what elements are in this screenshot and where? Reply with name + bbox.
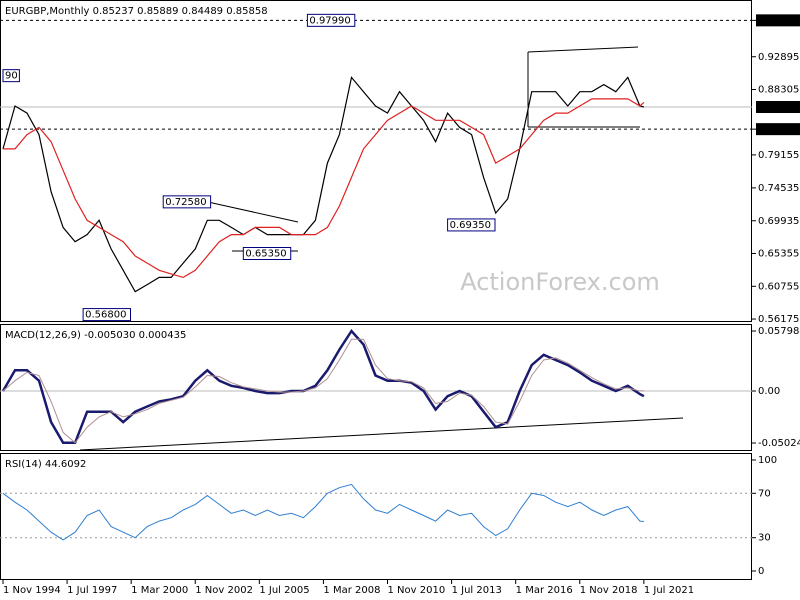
macd-support	[79, 417, 684, 451]
x-tick-label: 1 Jul 2021	[644, 585, 694, 596]
annotation-box	[306, 13, 356, 27]
x-tick-label: 1 Jul 2005	[259, 585, 309, 596]
y-tick-label: 100	[758, 455, 777, 466]
y-tick-label: 0.56175	[758, 314, 799, 325]
annotation-box	[162, 195, 212, 209]
y-tick-label: 30	[758, 533, 771, 544]
annotation-box	[2, 69, 20, 83]
annotation-label: 0.97990	[309, 15, 350, 26]
trend-lines	[79, 46, 684, 451]
annotation-box	[447, 218, 496, 232]
x-tick-label: 1 Jul 2013	[452, 585, 502, 596]
y-tick-label: 0.82760	[758, 124, 799, 135]
x-tick-label: 1 Jul 1997	[67, 585, 117, 596]
series-line	[1, 328, 645, 445]
panel-title: MACD(12,26,9) -0.005030 0.000435	[5, 330, 186, 341]
annotation-label: 0.72580	[165, 197, 206, 208]
y-tick-label: 0.74535	[758, 183, 799, 194]
y-tick-label: 0.65355	[758, 248, 799, 259]
x-tick-label: 1 Mar 2008	[323, 585, 380, 596]
x-tick-label: 1 Nov 2010	[388, 585, 446, 596]
triangle-upper	[207, 201, 299, 223]
y-tick-label: 0.92895	[758, 52, 799, 63]
y-tick-label: 0.00	[758, 386, 780, 397]
y-tick-label: -0.050241	[758, 438, 800, 449]
price-box	[756, 123, 800, 136]
annotation-label: 90	[5, 71, 18, 82]
price-box	[756, 101, 800, 114]
y-tick-label: 70	[758, 488, 771, 499]
y-tick-label: 0.88305	[758, 85, 799, 96]
x-tick-label: 1 Mar 2016	[516, 585, 573, 596]
y-tick-label: 0.60755	[758, 281, 799, 292]
rsi-frame	[0, 453, 752, 580]
y-tick-label: 0.69935	[758, 216, 799, 227]
panel-title: RSI(14) 44.6092	[5, 459, 86, 470]
x-tick-label: 1 Nov 2018	[580, 585, 638, 596]
price-frame	[0, 0, 752, 322]
price-box	[756, 14, 800, 27]
annotation-box	[82, 308, 132, 322]
series-line	[2, 338, 644, 444]
annotation-label: 0.56800	[85, 310, 126, 321]
series-line	[2, 76, 645, 293]
panel-title: EURGBP,Monthly 0.85237 0.85889 0.84489 0…	[5, 6, 268, 17]
annotation-label: 0.69350	[450, 220, 491, 231]
y-tick-label: 0.79155	[758, 150, 799, 161]
annotation-label: 0.65350	[245, 249, 286, 260]
annotation-box	[242, 247, 292, 260]
watermark: ActionForex.com	[460, 268, 660, 296]
x-tick-label: 1 Nov 2002	[195, 585, 253, 596]
y-tick-label: 0	[758, 566, 764, 577]
y-tick-label: 0.97990	[758, 15, 799, 26]
macd-frame	[0, 324, 752, 451]
x-tick-label: 1 Nov 1994	[3, 585, 61, 596]
range-upper	[527, 46, 639, 53]
current-price: 0.85858	[758, 102, 799, 113]
y-tick-label: 0.057984	[758, 326, 800, 337]
series-line	[3, 98, 645, 279]
series-line	[2, 483, 644, 541]
x-tick-label: 1 Mar 2000	[131, 585, 188, 596]
